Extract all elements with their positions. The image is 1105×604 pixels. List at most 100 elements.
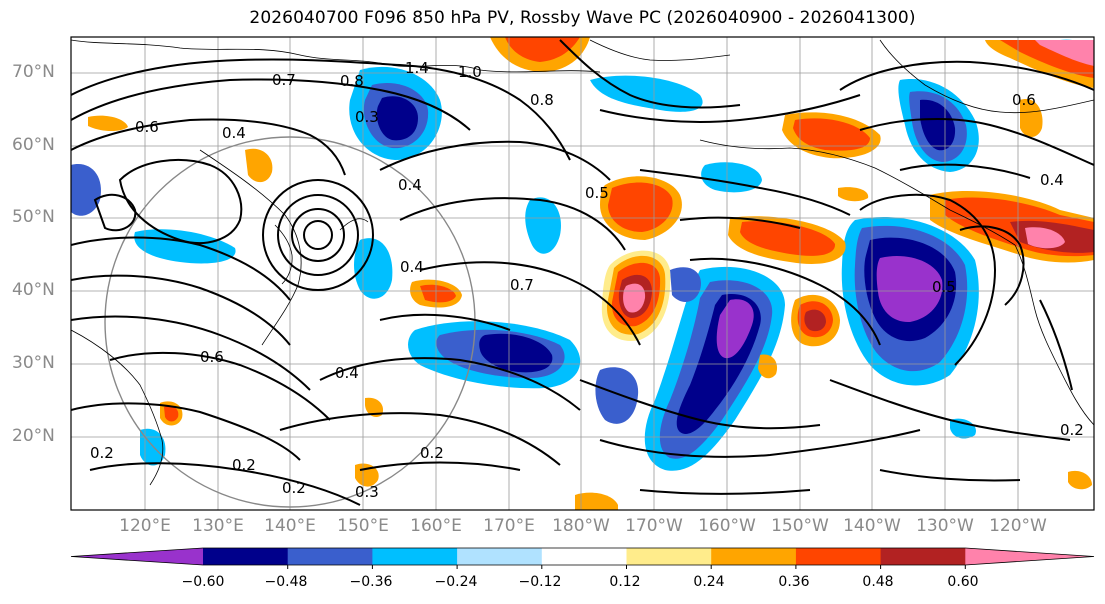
contour-label: 0.4 [335, 364, 359, 382]
shade-neg-blob [670, 267, 701, 302]
colorbar-tick-label: −0.24 [434, 574, 478, 590]
shade-pos-blob [88, 115, 128, 132]
pv-contours [71, 39, 1094, 506]
colorbar [70, 547, 1095, 569]
shade-neg-blob [716, 299, 754, 359]
colorbar-tick-label: 0.24 [693, 574, 725, 590]
contour-label: 0.3 [355, 108, 379, 126]
shade-pos-blob [793, 118, 870, 151]
shade-pos-blob [164, 406, 179, 422]
colorbar-segment [795, 548, 882, 565]
colorbar-tick-label: −0.12 [518, 574, 562, 590]
contour-label: 0.8 [340, 72, 364, 90]
colorbar-tick-label: 0.12 [609, 574, 641, 590]
contour-label: 0.4 [398, 176, 422, 194]
colorbar-outline [70, 547, 1095, 566]
colorbar-segment [457, 548, 543, 565]
contour-labels: 1.4 1.0 0.7 0.8 0.6 0.4 0.3 0.4 0.5 0.4 … [90, 59, 1084, 501]
shade-pos-blob [365, 397, 384, 417]
shade-pos-blob [740, 221, 836, 256]
lon-label: 150°W [771, 516, 829, 536]
contour-label: 0.5 [585, 184, 609, 202]
contour-label: 0.7 [510, 276, 534, 294]
shade-neg-blob [354, 238, 393, 299]
shade-neg-blob [595, 367, 639, 424]
contour-label: 0.4 [222, 124, 246, 142]
shade-pos-blob [608, 182, 673, 232]
shade-pos-blob [420, 284, 456, 303]
colorbar-segment [541, 548, 627, 565]
contour-label: 0.4 [1040, 171, 1064, 189]
shade-pos-blob [1020, 99, 1043, 137]
lon-label: 150°E [337, 516, 389, 536]
shade-neg-blob [479, 333, 553, 373]
lon-label: 130°W [916, 516, 974, 536]
lon-label: 140°W [843, 516, 901, 536]
colorbar-segment [711, 548, 797, 565]
contour-label: 0.8 [530, 91, 554, 109]
lon-label: 160°W [698, 516, 756, 536]
lon-label: 160°E [410, 516, 462, 536]
lat-label: 70°N [12, 62, 55, 82]
contour-label: 0.4 [400, 258, 424, 276]
colorbar-segment [880, 548, 966, 565]
shade-pos-blob [575, 492, 618, 510]
contour-label: 0.2 [90, 444, 114, 462]
contour-label: 0.6 [1012, 91, 1036, 109]
lat-label: 20°N [12, 426, 55, 446]
shade-neg-blob [376, 96, 418, 141]
contour-label: 0.3 [355, 483, 379, 501]
colorbar-tick-label: −0.48 [264, 574, 308, 590]
contour-label: 0.2 [232, 456, 256, 474]
coastlines [71, 39, 1094, 486]
lon-label: 120°E [119, 516, 171, 536]
contour-label: 0.5 [932, 278, 956, 296]
shade-neg-blob [71, 164, 101, 216]
shade-pos-blob [804, 309, 826, 332]
shade-neg-blob [920, 99, 956, 151]
lon-label: 120°W [989, 516, 1047, 536]
colorbar-tick-label: −0.60 [181, 574, 225, 590]
map-frame [70, 36, 1095, 511]
lon-label: 140°E [264, 516, 316, 536]
colorbar-tick-label: 0.36 [778, 574, 810, 590]
contour-label: 1.4 [405, 59, 429, 77]
lon-label: 180°W [552, 516, 610, 536]
contour-label: 0.2 [1060, 421, 1084, 439]
shade-pos-blob [245, 148, 273, 183]
lon-label: 130°E [192, 516, 244, 536]
colorbar-tick-label: 0.60 [947, 574, 979, 590]
lat-label: 60°N [12, 135, 55, 155]
colorbar-segment [372, 548, 458, 565]
colorbar-extend-high [965, 548, 1094, 565]
shade-pos-blob [758, 354, 778, 379]
shade-neg-blob [590, 75, 703, 112]
lat-label: 50°N [12, 207, 55, 227]
contour-label: 0.2 [282, 479, 306, 497]
shade-neg-blob [525, 197, 561, 254]
map-title: 2026040700 F096 850 hPa PV, Rossby Wave … [249, 8, 916, 28]
shade-pos-blob [838, 187, 869, 202]
colorbar-tick-label: −0.36 [349, 574, 393, 590]
shade-pos-blob [1068, 470, 1092, 490]
map-layers: 1.4 1.0 0.7 0.8 0.6 0.4 0.3 0.4 0.5 0.4 … [71, 37, 1094, 510]
contour-label: 0.7 [272, 71, 296, 89]
shade-pos-blob [1035, 40, 1094, 66]
contour-label: 1.0 [458, 63, 482, 81]
lat-label: 40°N [12, 280, 55, 300]
lat-label: 30°N [12, 353, 55, 373]
colorbar-extend-low [71, 548, 203, 565]
lon-label: 170°W [625, 516, 683, 536]
colorbar-segment [626, 548, 712, 565]
colorbar-segment [203, 548, 289, 565]
shade-pos-blob [505, 37, 580, 62]
colorbar-segment [287, 548, 373, 565]
contour-label: 0.6 [135, 118, 159, 136]
shade-pos-blob [1025, 227, 1065, 249]
graticule [71, 37, 1094, 510]
colorbar-tick-label: 0.48 [862, 574, 894, 590]
shade-neg-blob [876, 256, 943, 323]
contour-label: 0.6 [200, 348, 224, 366]
lon-label: 170°E [483, 516, 535, 536]
